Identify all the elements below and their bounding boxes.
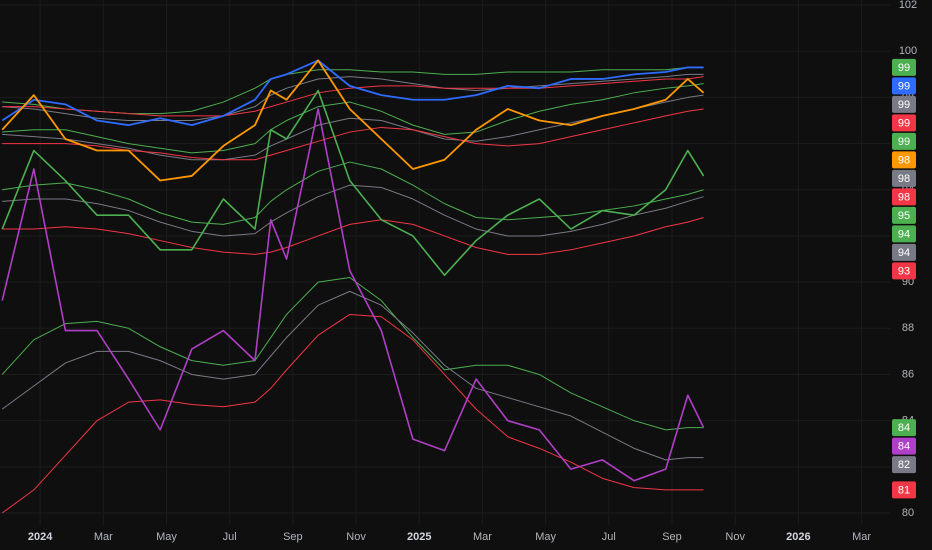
end-tag-label: 95 [898,210,910,222]
series-line [1,277,704,431]
end-tag-box [892,206,916,224]
end-tag: 94 [892,225,916,243]
end-tag-label: 84 [898,422,910,434]
end-tag-box [892,456,916,474]
end-tag-label: 99 [898,117,910,129]
end-tag-box [892,169,916,187]
end-tag-box [892,132,916,150]
end-tag-box [892,151,916,169]
end-tag-box [892,58,916,76]
series-line [2,83,704,154]
end-tag: 95 [892,206,916,224]
series-line [1,290,704,461]
end-tag-box [892,95,916,113]
end-tag-box [892,262,916,280]
end-tag-box [892,114,916,132]
end-tag: 99 [892,132,916,150]
x-tick-label: Sep [283,531,303,543]
end-tag-label: 81 [898,484,910,496]
end-tag-label: 94 [898,228,910,240]
end-tag: 94 [892,243,916,261]
end-tag: 84 [892,419,916,437]
end-tag: 82 [892,456,916,474]
end-tag-box [892,437,916,455]
end-tag: 99 [892,114,916,132]
end-tag-label: 98 [898,154,910,166]
end-tag-label: 99 [898,62,910,74]
end-tag: 99 [892,58,916,76]
x-tick-label: 2026 [786,531,810,543]
x-tick-label: Mar [473,531,492,543]
x-tick-label: Sep [662,531,682,543]
end-tag: 98 [892,151,916,169]
series-line [1,313,704,514]
x-tick-label: May [156,531,177,543]
y-tick-label: 80 [902,507,914,519]
x-tick-label: Mar [94,531,113,543]
series-line [2,66,704,115]
series-line [1,59,705,182]
end-tag: 99 [892,95,916,113]
end-tag-box [892,77,916,95]
end-tag-box [892,225,916,243]
end-tag-label: 93 [898,265,910,277]
y-tick-label: 100 [899,45,917,57]
end-tag: 99 [892,77,916,95]
end-tag: 84 [892,437,916,455]
series-line [1,89,705,276]
x-tick-label: May [535,531,556,543]
x-tick-label: Nov [346,531,366,543]
series-line [2,217,704,255]
series-line [2,76,704,117]
end-tag: 81 [892,481,916,499]
x-tick-label: Nov [725,531,745,543]
x-tick-label: 2024 [28,531,53,543]
x-tick-label: Mar [852,531,871,543]
x-tick-label: Jul [223,531,237,543]
series-line [1,59,704,127]
series-line [1,108,705,482]
end-tag: 93 [892,262,916,280]
y-tick-label: 88 [902,322,914,334]
end-tag-label: 98 [898,191,910,203]
y-tick-label: 102 [899,0,917,11]
end-tag-label: 99 [898,99,910,111]
x-tick-label: 2025 [407,531,431,543]
end-tag-label: 98 [898,173,910,185]
end-tag-box [892,481,916,499]
end-tag-label: 99 [898,136,910,148]
end-tag: 98 [892,188,916,206]
end-tag-label: 82 [898,459,910,471]
end-tag: 98 [892,169,916,187]
end-tag-label: 84 [898,440,910,452]
series-line [2,184,704,237]
end-tag-label: 94 [898,247,910,259]
series-line [2,73,704,122]
end-tag-box [892,243,916,261]
end-tag-box [892,188,916,206]
end-tag-box [892,419,916,437]
y-tick-label: 86 [902,368,914,380]
x-tick-label: Jul [602,531,616,543]
end-tag-label: 99 [898,80,910,92]
